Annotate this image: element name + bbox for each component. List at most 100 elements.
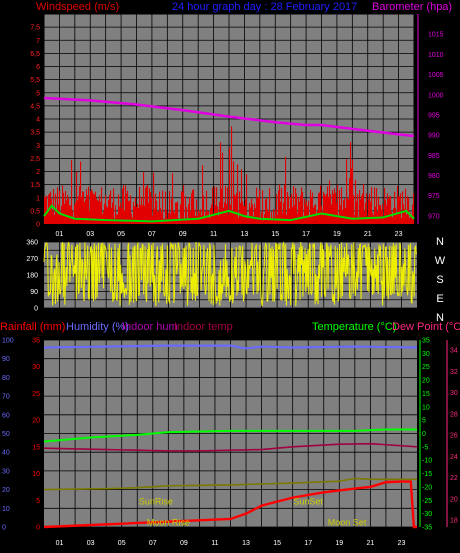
wind-bar (171, 198, 173, 224)
wind-bar (244, 206, 246, 224)
wind-bar (144, 205, 146, 224)
wind-bar (336, 203, 338, 224)
wind-bar (211, 204, 213, 224)
wind-bar (218, 215, 220, 224)
annotation-label: SunRise (139, 497, 173, 507)
wind-bar (224, 202, 226, 224)
rainfall-tick: 30 (32, 364, 40, 371)
wind-bar (398, 196, 400, 224)
top-x-tick: 17 (302, 231, 310, 238)
wind-bar (83, 191, 85, 224)
wind-bar (216, 187, 218, 224)
rainfall-tick: 35 (32, 338, 40, 345)
wind-bar (384, 188, 386, 224)
wind-bar (357, 193, 359, 224)
wind-bar (203, 195, 205, 224)
gust-line (43, 204, 415, 223)
wind-bar (175, 202, 177, 224)
wind-bar (385, 199, 387, 224)
wind-bar (197, 216, 199, 224)
wind-bar (303, 216, 305, 224)
wind-bar (299, 201, 301, 224)
bottom-grid (44, 339, 417, 528)
wind-bar (241, 169, 243, 224)
wind-bar (294, 205, 296, 224)
wind-bar (239, 191, 241, 224)
wind-bar (273, 209, 275, 224)
wind-bar (130, 195, 132, 224)
wind-bar (355, 180, 357, 224)
annotation-label: Moon Set (328, 517, 367, 527)
windspeed-tick: 6,5 (30, 51, 40, 58)
wind-bar (387, 193, 389, 224)
temperature-tick: -30 (422, 511, 432, 518)
wind-bar (112, 202, 114, 224)
wind-bar (200, 209, 202, 224)
wind-bar (202, 165, 204, 224)
barometer-tick: 995 (428, 112, 440, 119)
wind-bar (59, 190, 61, 224)
bottom-x-tick: 03 (87, 540, 95, 547)
wind-bar (173, 210, 175, 224)
wind-bar (402, 191, 404, 224)
wind-bar (394, 191, 396, 224)
wind-bar (194, 209, 196, 224)
wind-bar (333, 193, 335, 224)
wind-bar (382, 203, 384, 224)
wind-bar (306, 200, 308, 224)
wind-bar (242, 201, 244, 224)
wind-bar (204, 218, 206, 224)
wind-bar (367, 216, 369, 224)
wind-bar (296, 193, 298, 224)
wind-bar (226, 204, 228, 224)
wind-bar (300, 195, 302, 224)
wind-bar (145, 188, 147, 224)
wind-bar (390, 196, 392, 224)
wind-bar (56, 209, 58, 224)
wind-bar (337, 184, 339, 224)
wind-bar (350, 142, 352, 224)
wind-bar (389, 196, 391, 224)
wind-bar (177, 201, 179, 224)
temperature-tick: 0 (422, 431, 426, 438)
wind-bar (308, 200, 310, 224)
wind-bar (126, 193, 128, 224)
wind-bar (369, 193, 371, 224)
temperature-tick: 20 (422, 378, 430, 385)
wind-bar (260, 218, 262, 224)
wind-bar (75, 202, 77, 224)
wind-bar (115, 205, 117, 224)
wind-bar (274, 217, 276, 224)
wind-bar (161, 212, 163, 224)
windspeed-tick: 0,5 (30, 208, 40, 215)
wind-bar (111, 207, 113, 224)
wind-bar (316, 214, 318, 224)
wind-bar (327, 186, 329, 224)
wind-bar (222, 152, 224, 224)
wind-bar (122, 188, 124, 224)
top-x-tick: 09 (179, 231, 187, 238)
wind-bar (109, 194, 111, 224)
wind-bar (298, 197, 300, 224)
wind-bar (80, 161, 82, 224)
barometer-tick: 990 (428, 133, 440, 140)
rainfall-tick: 20 (32, 418, 40, 425)
wind-bar (323, 191, 325, 224)
wind-bar (57, 187, 59, 224)
wind-bar (93, 193, 95, 224)
barometer-axis-label: Barometer (hpa) (372, 1, 452, 13)
wind-bar (401, 218, 403, 224)
wind-bar (284, 185, 286, 224)
wind-bar (155, 193, 157, 224)
wind-bar (176, 202, 178, 224)
wind-bar (240, 203, 242, 224)
dewpoint-tick: 18 (450, 518, 458, 525)
windspeed-tick: 0 (36, 222, 40, 229)
humidity-axis-ticks: 0 10 20 30 40 50 60 70 80 90 100 (2, 338, 14, 532)
wind-bar (321, 206, 323, 224)
indoor-hum-label: Indoor hum (122, 321, 178, 333)
wind-bar (271, 212, 273, 224)
compass-label: N (436, 236, 444, 248)
wind-bar (184, 220, 186, 224)
